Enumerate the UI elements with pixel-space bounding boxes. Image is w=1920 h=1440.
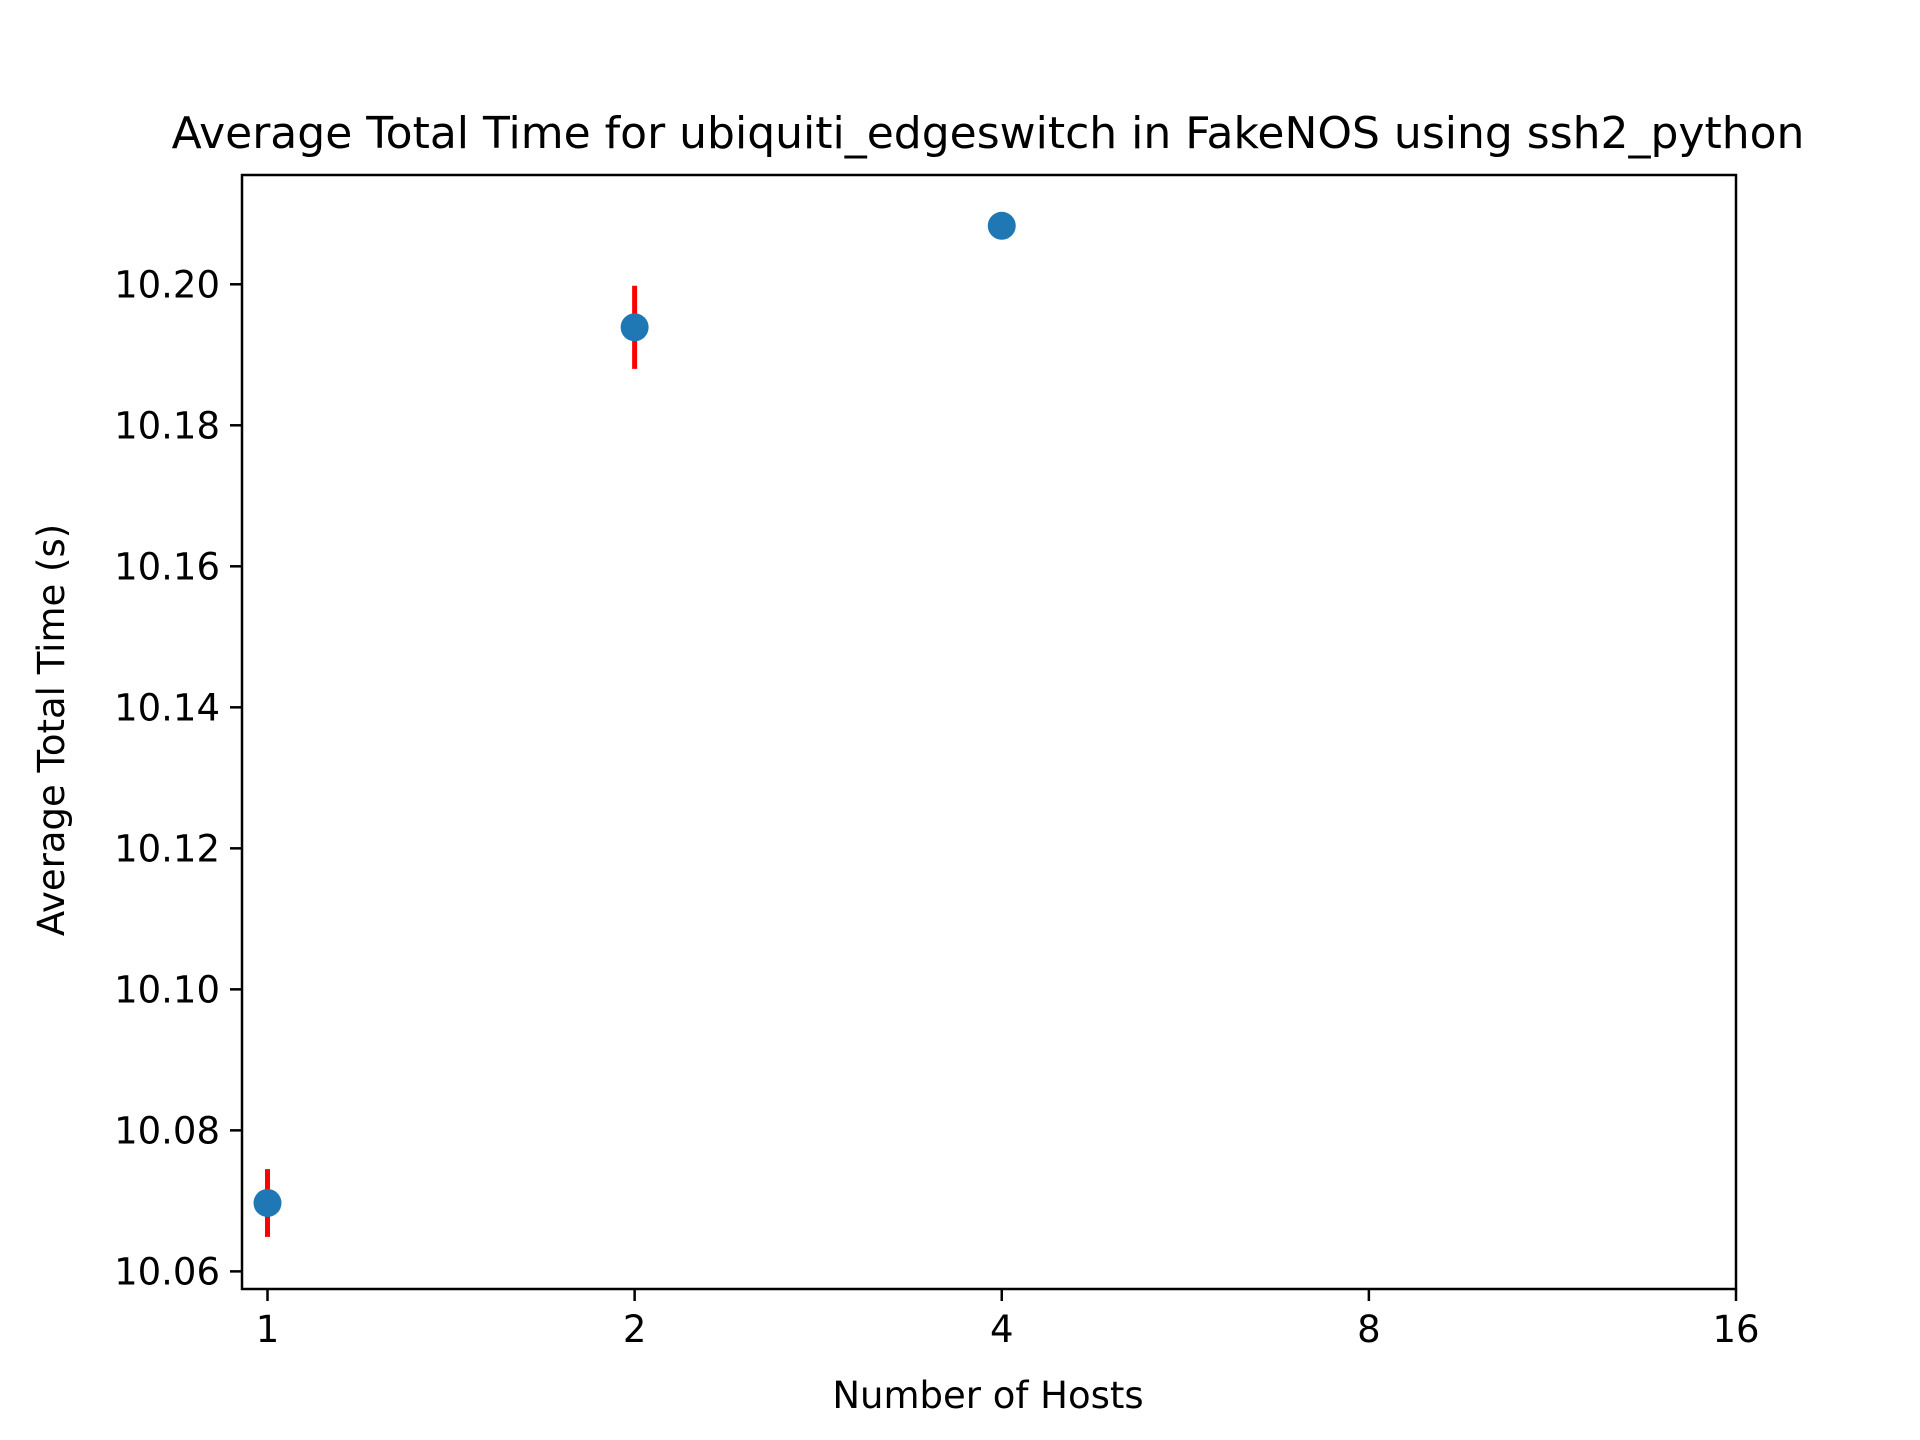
y-tick-label: 10.14 bbox=[114, 686, 220, 729]
x-axis-title: Number of Hosts bbox=[832, 1374, 1143, 1417]
data-point bbox=[620, 313, 649, 342]
y-tick-label: 10.06 bbox=[114, 1250, 220, 1293]
y-axis-title: Average Total Time (s) bbox=[30, 524, 73, 936]
y-tick-label: 10.18 bbox=[114, 404, 220, 447]
plot-area bbox=[240, 173, 1738, 1291]
x-tick-label: 2 bbox=[623, 1308, 647, 1351]
x-tick-label: 1 bbox=[256, 1308, 280, 1351]
x-tick-label: 8 bbox=[1357, 1308, 1381, 1351]
plot-frame bbox=[240, 173, 1738, 1291]
x-tick-label: 16 bbox=[1712, 1308, 1759, 1351]
y-tick-label: 10.08 bbox=[114, 1109, 220, 1152]
y-tick-label: 10.10 bbox=[114, 968, 220, 1011]
data-point bbox=[253, 1188, 282, 1217]
chart-title: Average Total Time for ubiquiti_edgeswit… bbox=[172, 108, 1805, 159]
y-tick-label: 10.16 bbox=[114, 545, 220, 588]
y-tick-label: 10.12 bbox=[114, 827, 220, 870]
data-point bbox=[987, 211, 1016, 240]
y-axis-ticks: 10.06 10.08 10.10 10.12 10.14 10.16 10.18 10.20 bbox=[114, 263, 242, 1293]
x-axis-ticks: 1 2 4 8 16 bbox=[256, 1289, 1760, 1351]
x-tick-label: 4 bbox=[990, 1308, 1014, 1351]
y-tick-label: 10.20 bbox=[114, 263, 220, 306]
